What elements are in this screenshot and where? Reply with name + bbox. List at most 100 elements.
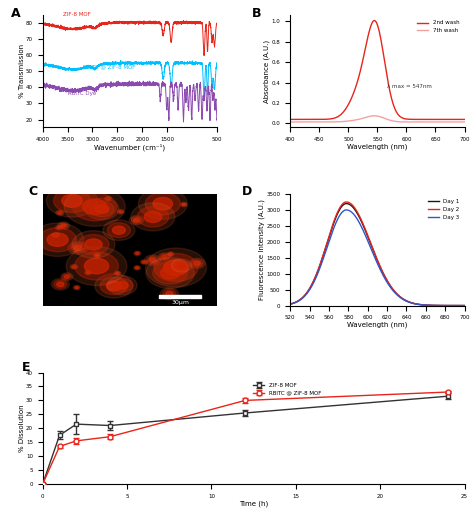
Circle shape [87, 272, 90, 273]
Circle shape [153, 197, 173, 210]
Day 3 [357, 220, 363, 227]
Text: 30μm: 30μm [172, 300, 190, 305]
Circle shape [145, 255, 161, 265]
Text: A: A [11, 7, 21, 20]
Day 3 [398, 295, 403, 301]
Circle shape [75, 287, 78, 288]
Circle shape [172, 259, 192, 272]
Circle shape [57, 282, 64, 287]
Circle shape [73, 193, 117, 221]
Circle shape [143, 261, 146, 263]
Circle shape [166, 291, 173, 296]
Circle shape [82, 199, 107, 215]
Circle shape [153, 262, 188, 284]
Text: RBITC @ ZIF-8 MOF: RBITC @ ZIF-8 MOF [82, 64, 135, 69]
Circle shape [111, 279, 133, 292]
Day 3 [414, 301, 419, 307]
Circle shape [54, 234, 57, 236]
Circle shape [74, 286, 79, 289]
Circle shape [62, 194, 82, 208]
Circle shape [135, 266, 140, 269]
Day 1 [398, 294, 403, 300]
Circle shape [191, 260, 203, 267]
Y-axis label: % Dissolution: % Dissolution [18, 404, 25, 452]
Circle shape [189, 259, 205, 268]
Text: C: C [29, 185, 38, 198]
Circle shape [31, 223, 84, 256]
Circle shape [74, 246, 82, 251]
Day 3 [287, 301, 293, 307]
Circle shape [58, 222, 70, 229]
Day 2 [462, 302, 467, 308]
Text: RBITC Dye: RBITC Dye [68, 91, 96, 96]
Day 1 [344, 200, 349, 207]
Circle shape [64, 187, 125, 226]
Circle shape [105, 196, 111, 201]
Circle shape [64, 275, 69, 278]
Circle shape [131, 217, 142, 224]
Day 1 [462, 302, 467, 308]
Day 1 [414, 301, 419, 307]
Circle shape [90, 201, 114, 217]
Circle shape [73, 266, 75, 268]
Circle shape [138, 188, 187, 219]
Line: Day 3: Day 3 [290, 210, 465, 305]
Circle shape [146, 248, 207, 287]
Day 2 [414, 301, 419, 307]
Circle shape [107, 276, 137, 295]
Circle shape [54, 280, 67, 288]
Circle shape [107, 223, 130, 237]
Circle shape [144, 211, 162, 222]
Text: E: E [21, 362, 30, 374]
Circle shape [134, 251, 141, 255]
X-axis label: Wavelength (nm): Wavelength (nm) [347, 143, 408, 150]
Text: B: B [252, 7, 261, 20]
Circle shape [160, 267, 180, 279]
Circle shape [74, 252, 118, 280]
Day 3 [344, 207, 349, 213]
Circle shape [100, 277, 128, 295]
Day 3 [308, 284, 314, 290]
Circle shape [114, 271, 121, 276]
Circle shape [182, 203, 185, 205]
Circle shape [55, 226, 62, 230]
Circle shape [159, 253, 170, 260]
Circle shape [136, 267, 138, 269]
Circle shape [116, 272, 119, 274]
Circle shape [180, 202, 187, 207]
Circle shape [168, 252, 173, 256]
Text: D: D [241, 185, 252, 198]
Circle shape [61, 224, 66, 227]
Circle shape [134, 266, 141, 270]
Circle shape [66, 247, 127, 285]
Circle shape [136, 252, 139, 254]
Day 1 [345, 200, 350, 207]
Circle shape [177, 263, 186, 268]
Circle shape [95, 204, 109, 213]
Day 3 [462, 302, 467, 308]
Circle shape [129, 216, 144, 225]
Circle shape [119, 211, 122, 213]
Circle shape [116, 282, 128, 289]
Circle shape [84, 258, 109, 274]
Circle shape [85, 270, 91, 275]
Y-axis label: Absorbance (A.U.): Absorbance (A.U.) [264, 40, 270, 103]
Circle shape [72, 231, 115, 258]
Circle shape [70, 264, 78, 269]
Day 2 [308, 283, 314, 289]
Circle shape [78, 234, 109, 254]
Circle shape [160, 288, 179, 300]
Circle shape [118, 210, 123, 213]
X-axis label: Wavelength (nm): Wavelength (nm) [347, 322, 408, 328]
Day 1 [357, 215, 363, 221]
Circle shape [134, 218, 139, 222]
Circle shape [194, 262, 200, 265]
Text: ZIF-8 MOF: ZIF-8 MOF [63, 12, 91, 17]
Circle shape [52, 232, 59, 237]
Circle shape [131, 203, 175, 231]
Circle shape [47, 233, 68, 246]
X-axis label: Wavenumber (cm⁻¹): Wavenumber (cm⁻¹) [94, 143, 165, 151]
Circle shape [149, 258, 156, 262]
Circle shape [117, 210, 124, 214]
Circle shape [72, 265, 77, 268]
